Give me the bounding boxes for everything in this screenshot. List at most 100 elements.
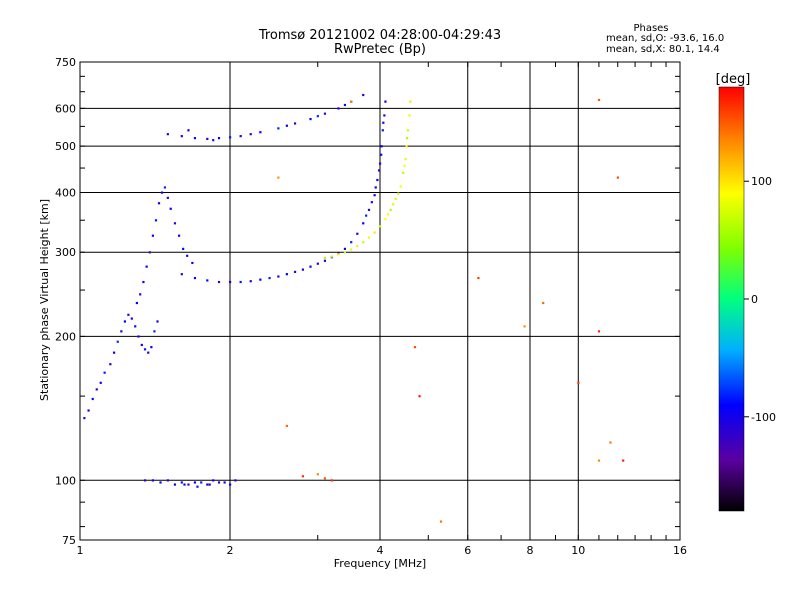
echo-point (208, 483, 211, 486)
echo-point (392, 203, 395, 206)
echo-point (285, 273, 288, 276)
echo-point (217, 481, 221, 484)
x-tick-label: 8 (527, 544, 534, 557)
echo-point (301, 268, 305, 271)
echo-point (377, 169, 381, 172)
echo-point (373, 194, 376, 197)
echo-point (403, 164, 406, 167)
echo-point (151, 479, 155, 482)
echo-point (362, 93, 365, 97)
echo-point (130, 317, 133, 320)
echo-point (622, 459, 625, 462)
echo-point (154, 219, 158, 222)
echo-point (200, 481, 203, 484)
echo-point (350, 241, 353, 244)
echo-point (259, 278, 262, 281)
echo-point (223, 481, 226, 484)
echo-point (160, 191, 164, 194)
y-tick-label: 75 (62, 534, 76, 547)
echo-point (249, 280, 252, 283)
echo-point (143, 348, 147, 351)
echo-point (187, 129, 190, 132)
echo-point (186, 254, 189, 257)
echo-point (405, 145, 408, 148)
echo-point (376, 178, 379, 182)
echo-point (151, 234, 155, 237)
x-tick-label: 1 (77, 544, 84, 557)
echo-point (383, 114, 386, 117)
echo-point (83, 416, 86, 420)
echo-point (239, 135, 242, 138)
echo-point (381, 129, 384, 132)
echo-point (134, 325, 137, 328)
echo-point (277, 275, 280, 278)
y-axis-ticks: 75 100 200 300 400 500 600 750 (55, 56, 680, 547)
x-tick-label: 4 (377, 544, 384, 557)
echo-point (370, 201, 373, 204)
chart-subtitle: RwPretec (Bp) (334, 42, 426, 57)
echo-point (166, 133, 169, 136)
y-tick-label: 100 (55, 474, 76, 487)
echo-point (609, 441, 612, 444)
colorbar-tick-label: 100 (751, 175, 772, 188)
echo-point (169, 207, 172, 210)
echo-point (362, 241, 365, 244)
series-o-mode-f2-upper-branch (166, 93, 365, 142)
x-tick-label: 16 (673, 544, 687, 557)
echo-point (206, 279, 209, 282)
echo-point (323, 259, 327, 262)
echo-point (142, 280, 145, 284)
echo-point (413, 346, 417, 349)
colorbar-label: [deg] (716, 72, 751, 87)
echo-point (597, 98, 601, 102)
echo-point (234, 479, 237, 482)
echo-point (259, 131, 262, 134)
echo-point (343, 103, 347, 107)
echo-point (418, 395, 421, 398)
echo-point (123, 320, 126, 323)
echo-point (316, 115, 319, 118)
y-tick-label: 500 (55, 140, 76, 153)
echo-point (239, 280, 242, 284)
series-scattered-echoes (277, 98, 625, 523)
echo-point (367, 236, 371, 239)
echo-point (166, 196, 169, 199)
x-axis-ticks: 1 2 4 6 8 10 16 (77, 62, 687, 557)
echo-point (597, 330, 601, 333)
echo-point (542, 301, 545, 305)
echo-point (193, 481, 197, 484)
echo-point (180, 481, 183, 484)
echo-point (166, 479, 169, 482)
echo-point (145, 265, 148, 268)
echo-point (356, 245, 359, 248)
echo-point (293, 270, 297, 273)
stats-o-mode: mean, sd,O: -93.6, 16.0 (606, 33, 724, 44)
echo-point (408, 114, 411, 117)
echo-point (99, 381, 102, 384)
echo-point (316, 262, 319, 265)
series-o-mode-low-frequency-trace (83, 186, 194, 420)
echo-point (285, 424, 288, 428)
echo-point (140, 343, 143, 347)
echo-point (268, 276, 271, 280)
echo-point (409, 100, 412, 103)
y-tick-label: 750 (55, 56, 76, 69)
echo-point (277, 176, 280, 179)
echo-point (173, 483, 177, 486)
x-tick-label: 6 (464, 544, 471, 557)
echo-point (217, 280, 221, 284)
colorbar-tick-label: 0 (751, 293, 758, 306)
echo-point (374, 186, 377, 189)
x-tick-label: 10 (571, 544, 585, 557)
echo-point (523, 325, 526, 328)
y-axis-label: Stationary phase Virtual Height [km] (38, 199, 51, 401)
echo-point (156, 320, 159, 323)
echo-point (402, 171, 405, 174)
echo-point (477, 276, 480, 280)
echo-point (293, 122, 297, 125)
colorbar-tick-label: -100 (751, 411, 776, 424)
echo-point (367, 208, 371, 212)
echo-point (439, 520, 443, 523)
y-tick-label: 400 (55, 186, 76, 199)
